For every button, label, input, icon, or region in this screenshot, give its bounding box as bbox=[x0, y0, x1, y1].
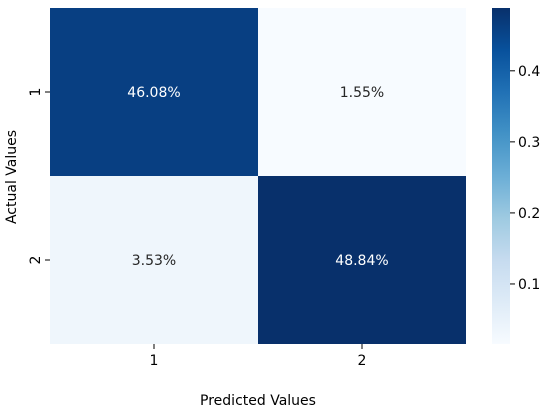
colorbar-tick-label: 0.4 bbox=[518, 64, 540, 80]
colorbar-tick-label: 0.2 bbox=[518, 206, 540, 222]
colorbar-ticks: 0.1 0.2 0.3 0.4 bbox=[510, 64, 540, 293]
x-axis-label: Predicted Values bbox=[200, 393, 316, 409]
cell-value-label: 1.55% bbox=[340, 85, 384, 101]
cell-value-label: 46.08% bbox=[127, 85, 180, 101]
colorbar-tick-label: 0.3 bbox=[518, 135, 540, 151]
heatmap-cell-labels: 46.08% 1.55% 3.53% 48.84% bbox=[127, 85, 388, 269]
heatmap-cell-r1-c1 bbox=[50, 8, 258, 176]
heatmap-cell-r2-c1 bbox=[50, 176, 258, 344]
y-tick-label: 2 bbox=[28, 256, 44, 265]
heatmap-cell-r2-c2 bbox=[258, 176, 466, 344]
heatmap-cell-r1-c2 bbox=[258, 8, 466, 176]
x-tick-label: 1 bbox=[150, 353, 159, 369]
colorbar-tick-label: 0.1 bbox=[518, 277, 540, 293]
y-axis-label: Actual Values bbox=[4, 130, 20, 224]
heatmap-cells bbox=[50, 8, 466, 344]
x-tick-label: 2 bbox=[358, 353, 367, 369]
y-tick-label: 1 bbox=[28, 88, 44, 97]
colorbar bbox=[492, 8, 510, 344]
y-axis-ticks: 12 bbox=[28, 88, 50, 265]
cell-value-label: 3.53% bbox=[132, 253, 176, 269]
cell-value-label: 48.84% bbox=[335, 253, 388, 269]
